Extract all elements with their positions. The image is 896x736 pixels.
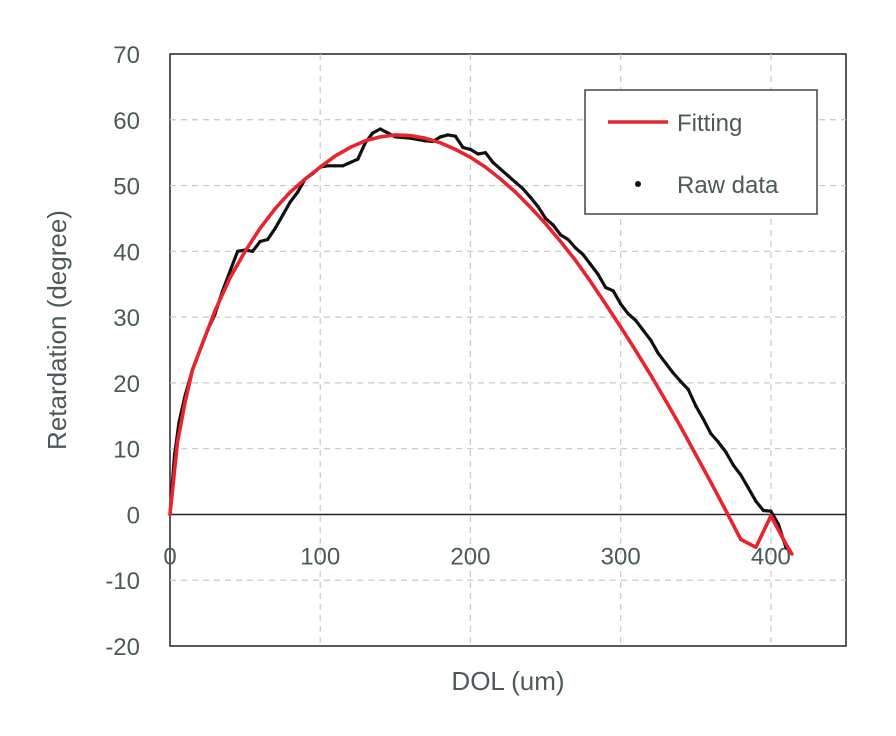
raw-data-point [566,237,570,242]
raw-data-point [513,180,518,184]
y-tick-label: 20 [113,371,140,398]
raw-data-point [656,351,660,355]
raw-data-point [356,157,360,161]
x-tick-label: 0 [163,543,176,570]
y-tick-label: -10 [105,568,140,595]
y-axis-title: Retardation (degree) [42,210,72,450]
raw-data-point [754,499,758,503]
legend-raw-data-label: Raw data [677,172,779,199]
y-tick-labels: -20 -10 0 10 20 30 40 50 60 70 [105,42,140,661]
raw-data-point [558,233,563,237]
legend: Fitting Raw data [584,89,818,215]
raw-data-point [679,379,683,384]
legend-raw-data-swatch [635,181,641,187]
raw-data-point [543,216,548,221]
raw-data-point [574,246,578,250]
raw-data-point [348,160,352,165]
raw-data-point [716,440,720,444]
x-tick-labels: 0 100 200 300 400 [163,543,791,570]
y-tick-label: 70 [113,42,140,69]
raw-data-point [761,508,765,513]
x-tick-label: 300 [601,543,641,570]
raw-data-point [604,285,608,290]
y-tick-label: 60 [113,108,140,135]
raw-data-point [476,152,480,156]
raw-data-point [649,338,653,342]
raw-data-point [266,237,270,242]
raw-data-point [671,371,675,375]
raw-data-point [228,269,232,273]
raw-data-point [341,164,345,168]
y-tick-label: 0 [127,502,140,529]
raw-data-point [626,312,630,316]
raw-data-point [641,328,645,332]
series-layer [168,127,794,556]
raw-data-point [446,133,450,137]
raw-data-point [386,131,390,135]
raw-data-point [694,404,698,408]
raw-data-point [288,200,292,204]
y-tick-label: 50 [113,174,140,201]
fitting-curve [168,133,794,556]
raw-data-point [468,147,473,151]
raw-data-point [251,249,255,253]
y-tick-label: 40 [113,239,140,266]
raw-data-point [769,509,773,513]
x-tick-label: 100 [300,543,340,570]
raw-data-point [281,213,285,217]
raw-data-point [746,486,750,490]
legend-fitting-label: Fitting [677,110,742,137]
raw-data-point [371,131,375,135]
raw-data-point [333,164,337,168]
y-tick-label: 10 [113,437,140,464]
raw-data-point [611,289,615,293]
raw-data-point [326,164,330,168]
raw-data-point [521,187,525,191]
raw-data-point [258,239,262,244]
raw-data-point [596,272,600,276]
raw-data-point [536,205,540,209]
raw-data-point [731,463,735,467]
x-axis-title: DOL (um) [451,666,564,696]
raw-data-point [686,387,690,392]
raw-data-point [551,223,555,227]
raw-data-point [273,226,277,230]
raw-data-point [701,417,705,421]
raw-data-point [498,167,503,171]
raw-data-point [378,127,382,131]
raw-data-point [528,195,533,199]
raw-data-point [581,253,585,257]
raw-data-point [634,318,638,322]
raw-data-point [236,249,240,253]
raw-data-point [296,190,300,194]
y-tick-label: -20 [105,634,140,661]
raw-data-point [619,302,623,306]
raw-data-point [724,450,728,454]
raw-data-point [461,145,465,150]
raw-data-point [438,135,442,139]
raw-data-point [453,134,458,138]
legend-box [584,89,818,215]
x-tick-label: 200 [450,543,490,570]
raw-data-point [664,361,668,365]
raw-data-point [739,473,743,477]
raw-data-point [589,262,593,267]
raw-data-point [709,431,713,436]
raw-data-point [491,160,495,165]
raw-data-point [506,174,510,178]
raw-data-point [483,151,488,155]
y-tick-label: 30 [113,305,140,332]
